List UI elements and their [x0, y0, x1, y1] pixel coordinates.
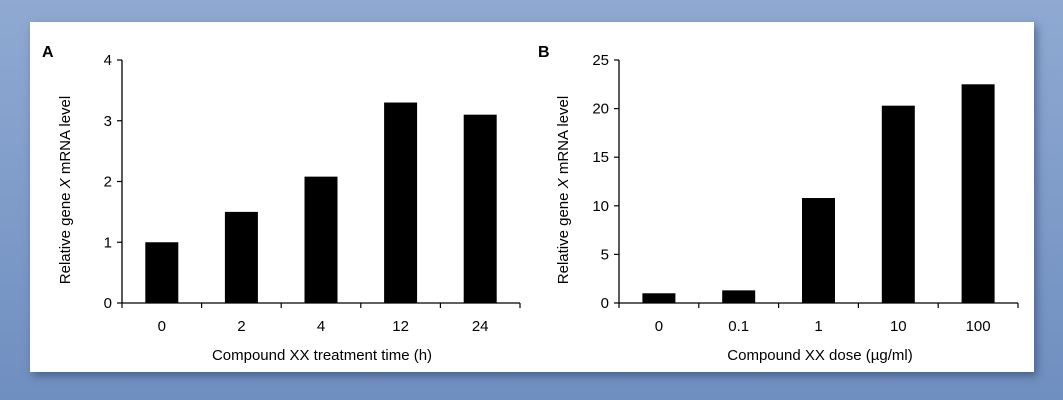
y-axis-title-part: Relative gene — [555, 188, 572, 284]
x-tick-label-a: 2 — [237, 318, 245, 335]
x-tick-label-b: 0 — [655, 318, 663, 335]
y-axis-title-part: X — [57, 177, 74, 189]
x-axis-title-a: Compound XX treatment time (h) — [212, 347, 432, 364]
bar-b-4 — [961, 84, 995, 303]
x-tick-label-a: 0 — [158, 318, 166, 335]
y-axis-title-b: Relative gene X mRNA level — [555, 96, 572, 284]
y-tick-label-a: 3 — [104, 113, 112, 130]
y-tick-label-a: 2 — [104, 174, 112, 191]
bar-a-4 — [463, 114, 497, 303]
x-tick-label-a: 4 — [317, 318, 325, 335]
y-tick-label-b: 0 — [601, 295, 609, 312]
bar-a-3 — [384, 102, 418, 304]
bar-a-2 — [304, 176, 338, 303]
y-tick-label-a: 4 — [104, 52, 112, 69]
y-tick-label-b: 25 — [592, 52, 609, 69]
figure-panel — [30, 22, 1034, 372]
y-tick-label-b: 10 — [592, 198, 609, 215]
panel-label-a: A — [42, 44, 54, 61]
bar-b-2 — [802, 198, 835, 303]
y-axis-title-part: mRNA level — [57, 96, 74, 179]
y-axis-title-part: X — [555, 177, 572, 189]
chart-panel-b: B 0 5 10 15 20 25 0 0.1 1 10 100 Compound XX dose (… — [538, 44, 1019, 364]
bar-b-3 — [881, 105, 915, 304]
y-tick-label-a: 0 — [104, 295, 112, 312]
x-tick-label-b: 100 — [966, 318, 991, 335]
x-tick-label-b: 1 — [814, 318, 822, 335]
x-tick-label-a: 24 — [472, 318, 489, 335]
y-axis-title-part: mRNA level — [555, 96, 572, 179]
bar-b-0 — [642, 293, 676, 303]
y-tick-label-b: 20 — [592, 101, 609, 118]
y-tick-label-b: 15 — [592, 149, 609, 166]
panel-label-b: B — [538, 44, 550, 61]
y-tick-label-a: 1 — [104, 234, 112, 251]
x-tick-label-b: 0.1 — [728, 318, 749, 335]
bar-a-0 — [145, 242, 179, 303]
x-tick-label-b: 10 — [890, 318, 907, 335]
bar-a-1 — [224, 211, 258, 303]
bar-b-1 — [722, 290, 756, 303]
y-axis-title-part: Relative gene — [57, 188, 74, 284]
x-tick-label-a: 12 — [392, 318, 409, 335]
y-axis-title-a: Relative gene X mRNA level — [57, 96, 74, 284]
x-axis-title-b: Compound XX dose (µg/ml) — [727, 347, 912, 364]
y-tick-label-b: 5 — [601, 246, 609, 263]
